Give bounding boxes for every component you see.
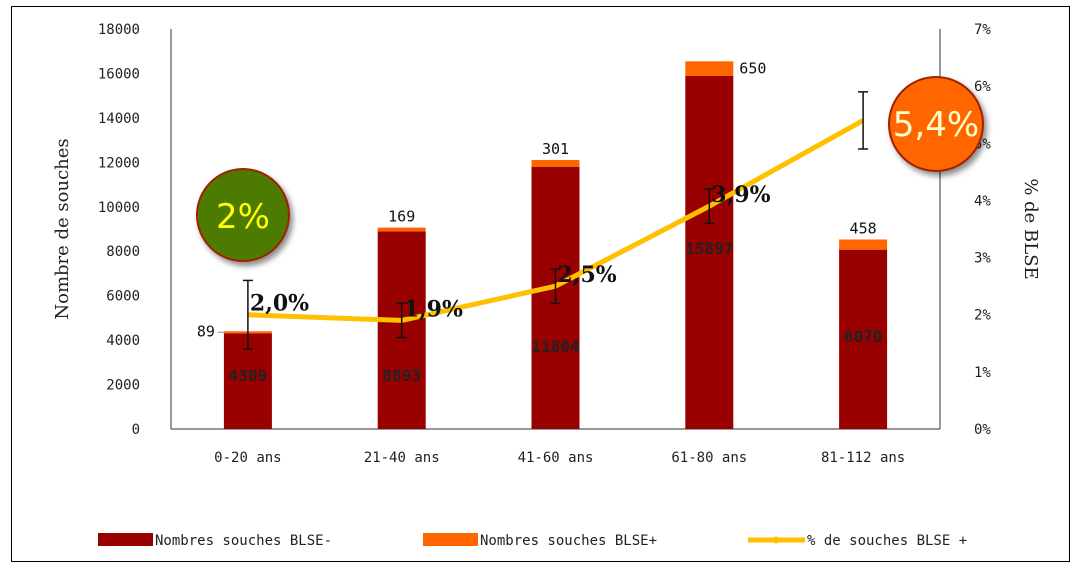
y-tick-label: 12000 (98, 155, 140, 171)
bar-blse-pos-label: 301 (542, 140, 569, 158)
bar-blse-pos-label: 89 (197, 322, 215, 340)
legend-label-blse-neg: Nombres souches BLSE- (155, 533, 332, 549)
y2-tick-label: 1% (974, 365, 991, 381)
bar-blse-neg-label: 4309 (229, 366, 268, 385)
bar-blse-pos (377, 227, 426, 232)
badge-text-right: 5,4% (893, 105, 979, 145)
badge-text-left: 2% (216, 197, 270, 237)
x-tick-label: 41-60 ans (518, 450, 594, 466)
pct-data-label: 2,0% (250, 291, 309, 317)
chart-svg: 0 2000 4000 6000 8000 10000 12000 14000 16000 180… (52, 22, 1041, 549)
bar-blse-pos (839, 239, 888, 250)
legend-swatch-blse-neg (98, 533, 153, 546)
pct-data-label: 2,5% (558, 262, 617, 288)
y-tick-label: 0 (132, 422, 140, 438)
bar-blse-pos-label: 650 (739, 59, 766, 77)
bar-blse-pos (685, 61, 734, 76)
y-tick-label: 6000 (106, 289, 140, 305)
pct-data-label: 3,9% (711, 182, 770, 208)
bar-blse-neg-label: 8070 (844, 327, 883, 346)
badge-circle-right (888, 76, 984, 172)
y2-tick-label: 0% (974, 422, 991, 438)
bar-blse-neg-label: 15897 (685, 239, 733, 258)
legend-swatch-blse-pos (423, 533, 478, 546)
bar-blse-pos-label: 169 (388, 208, 415, 226)
y-tick-label: 16000 (98, 66, 140, 82)
y-tick-label: 4000 (106, 333, 140, 349)
bar-blse-pos (531, 160, 580, 167)
bar-blse-neg-label: 8893 (382, 366, 421, 385)
legend-marker-pct (772, 536, 780, 544)
legend-label-blse-pos: Nombres souches BLSE+ (480, 533, 657, 549)
x-tick-label: 0-20 ans (214, 450, 281, 466)
y2-tick-label: 6% (974, 79, 991, 95)
pct-data-label: 1,9% (404, 296, 463, 322)
x-tick-label: 21-40 ans (364, 450, 440, 466)
y2-tick-label: 7% (974, 22, 991, 38)
x-tick-label: 81-112 ans (821, 450, 905, 466)
y2-axis-title: % de BLSE (1020, 178, 1041, 279)
y2-tick-label: 4% (974, 193, 991, 209)
y-tick-label: 2000 (106, 378, 140, 394)
chart-frame: 0 2000 4000 6000 8000 10000 12000 14000 16000 180… (11, 6, 1070, 562)
y-tick-label: 8000 (106, 244, 140, 260)
y-tick-label: 14000 (98, 111, 140, 127)
y-axis-title: Nombre de souches (52, 138, 73, 319)
bar-blse-neg-label: 11804 (531, 337, 579, 356)
y2-tick-label: 3% (974, 251, 991, 267)
legend-label-pct: % de souches BLSE + (807, 533, 967, 549)
bar-blse-neg (839, 249, 888, 429)
x-tick-label: 61-80 ans (671, 450, 747, 466)
y-tick-label: 18000 (98, 22, 140, 38)
bar-blse-pos-label: 458 (850, 219, 877, 237)
y-tick-label: 10000 (98, 200, 140, 216)
bar-blse-neg (685, 75, 734, 429)
y2-tick-label: 2% (974, 308, 991, 324)
badge-circle-left (196, 168, 290, 262)
